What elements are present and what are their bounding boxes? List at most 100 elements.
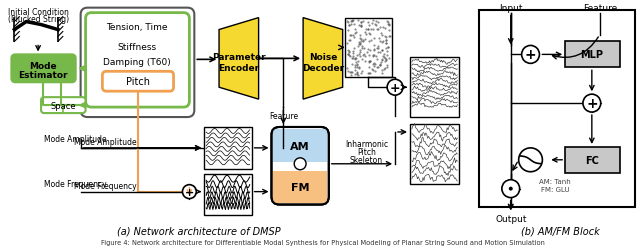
Point [381,58,391,62]
Point [344,24,355,28]
Point [351,72,362,76]
Point [346,34,356,38]
Text: Feature: Feature [269,111,298,120]
Point [383,46,393,50]
Point [378,26,388,30]
Point [371,54,381,58]
Text: Decoder: Decoder [302,64,344,72]
Point [375,64,385,68]
Point [356,25,367,29]
FancyBboxPatch shape [102,72,173,92]
Polygon shape [219,18,259,100]
Text: +: + [390,82,401,94]
FancyBboxPatch shape [271,128,329,205]
Point [352,54,362,58]
Point [364,32,374,36]
Point [348,57,358,61]
Point [348,50,358,54]
Point [369,44,380,48]
Point [375,63,385,67]
Point [347,19,357,23]
Text: MLP: MLP [580,50,604,60]
Text: Stiffness: Stiffness [117,43,157,52]
Point [381,54,392,58]
Text: Tension, Time: Tension, Time [106,23,168,32]
Text: FM: FM [291,182,309,192]
Point [344,24,355,28]
Point [357,58,367,62]
Text: Noise: Noise [308,53,337,62]
FancyBboxPatch shape [204,128,252,169]
Point [368,54,378,58]
Point [362,33,372,37]
Circle shape [182,185,196,199]
Point [367,68,378,72]
Point [348,52,358,56]
Point [372,58,382,62]
Point [360,60,371,64]
Point [350,57,360,61]
Text: (Plucked String): (Plucked String) [8,15,68,24]
Text: +: + [185,187,194,197]
Point [385,35,395,39]
Point [367,28,378,32]
Point [371,24,381,28]
FancyBboxPatch shape [41,98,86,114]
Point [352,66,362,70]
Point [381,42,391,46]
Point [342,53,353,57]
Point [353,45,363,49]
Point [348,34,358,38]
Point [373,50,383,54]
Point [344,54,354,58]
Point [384,24,394,28]
Point [377,72,387,76]
Circle shape [518,148,543,172]
Point [377,34,387,38]
Point [343,69,353,73]
Point [363,28,373,32]
Text: (b) AM/FM Block: (b) AM/FM Block [521,226,600,235]
Point [369,48,380,52]
Point [361,28,371,32]
FancyBboxPatch shape [410,124,460,184]
Point [375,26,385,30]
Point [356,20,366,24]
Point [383,46,394,50]
Point [365,60,375,64]
Point [369,65,380,69]
Point [364,60,374,64]
Point [377,69,387,73]
Point [377,58,387,62]
Point [377,49,387,53]
Point [346,63,356,67]
Point [369,62,380,66]
Point [342,66,352,70]
Point [344,50,354,54]
FancyBboxPatch shape [410,58,460,118]
Point [353,59,363,63]
Point [373,44,383,48]
Text: Inharmonic: Inharmonic [345,140,388,149]
Text: AM: Tanh: AM: Tanh [540,178,571,184]
FancyBboxPatch shape [479,10,636,207]
Point [380,27,390,31]
Point [346,70,356,74]
Point [381,42,391,46]
Point [342,42,352,46]
Text: Space: Space [50,101,76,110]
Point [379,55,389,59]
Point [342,20,353,24]
Polygon shape [303,18,342,100]
Point [368,62,378,66]
Point [358,40,368,44]
Point [381,39,391,43]
Point [351,62,362,66]
Text: FM: GLU: FM: GLU [541,186,570,192]
Point [342,49,353,53]
Point [373,28,383,32]
Text: Encoder: Encoder [218,64,259,72]
Point [349,69,360,73]
Point [349,32,360,36]
Point [381,39,391,43]
